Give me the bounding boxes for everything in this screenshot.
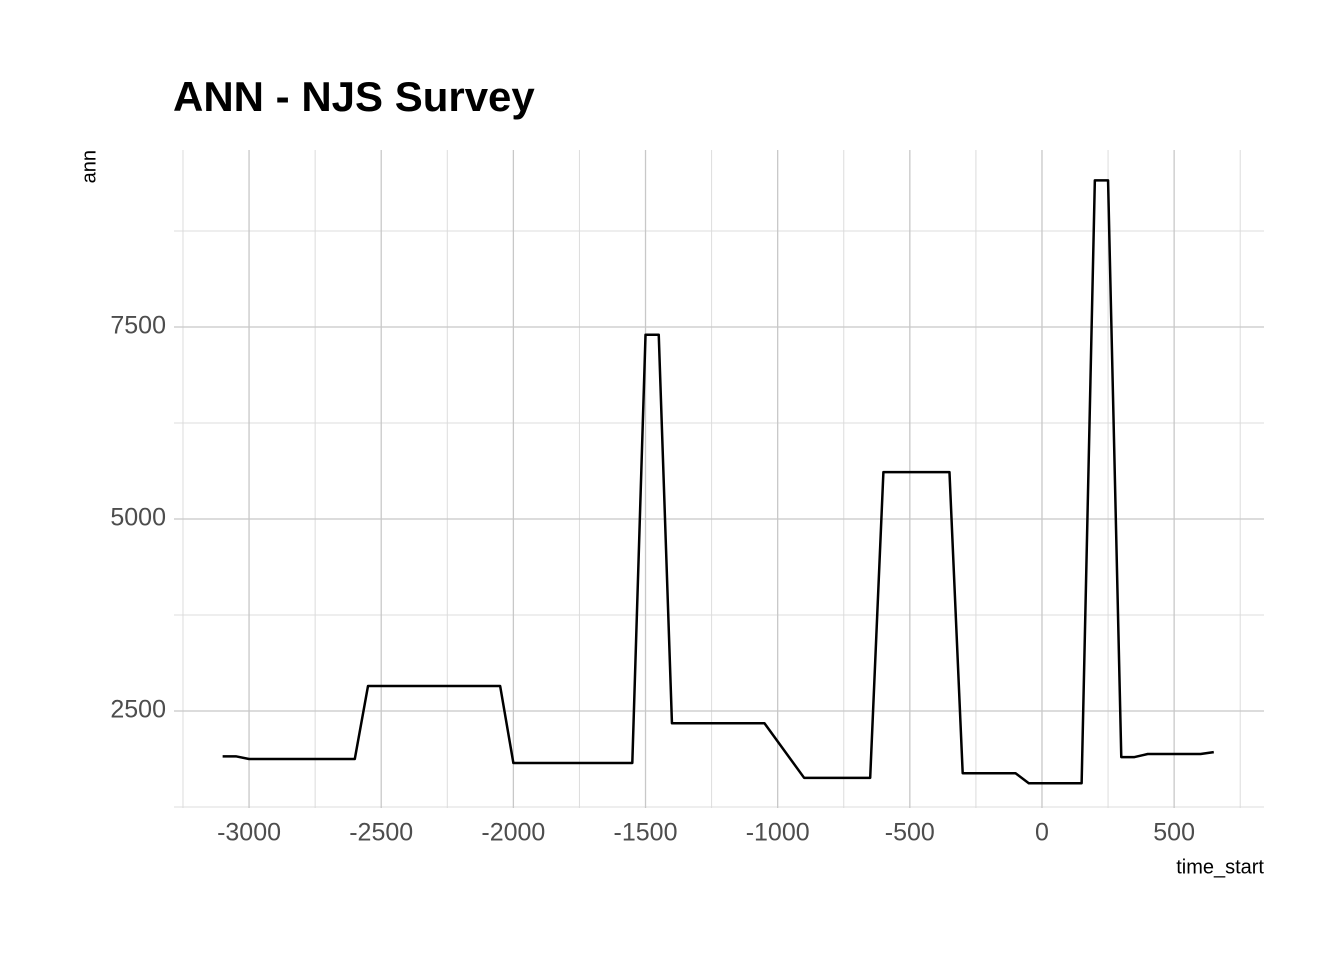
x-tick-label: -1000 <box>746 819 810 847</box>
x-tick-label: 0 <box>1035 819 1049 847</box>
y-tick-label: 5000 <box>110 504 166 532</box>
line <box>222 179 1214 785</box>
x-tick-label: -2000 <box>481 819 545 847</box>
x-tick-label: -500 <box>885 819 935 847</box>
y-tick-label: 7500 <box>110 312 166 340</box>
y-axis-title: ann <box>78 150 100 183</box>
y-tick-label: 2500 <box>110 696 166 724</box>
chart-title: ANN - NJS Survey <box>173 73 535 120</box>
x-tick-label: -2500 <box>349 819 413 847</box>
x-tick-label: -1500 <box>614 819 678 847</box>
x-tick-label: -3000 <box>217 819 281 847</box>
x-axis-title: time_start <box>1176 856 1264 878</box>
x-tick-label: 500 <box>1153 819 1195 847</box>
